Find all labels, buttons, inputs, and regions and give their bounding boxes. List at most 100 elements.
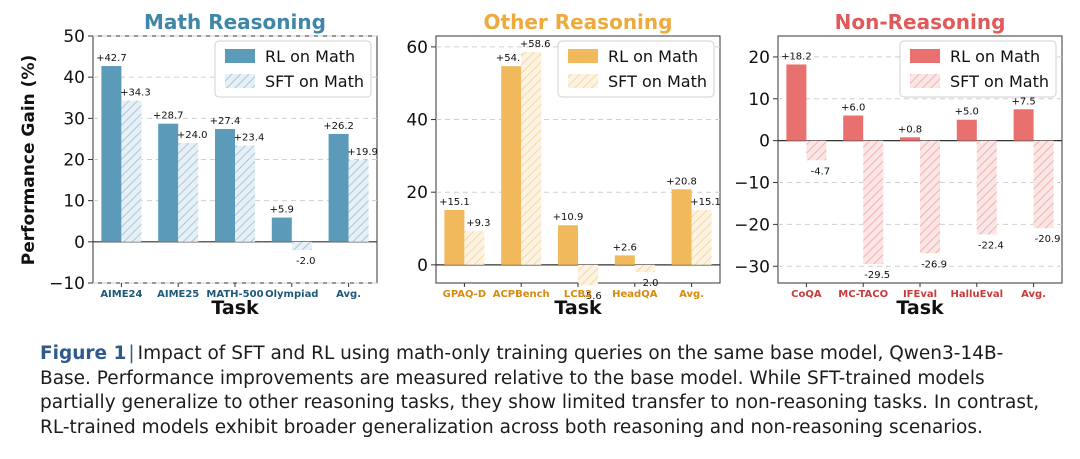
data-label-sft: -29.5 [864, 270, 890, 281]
x-axis-label: Task [554, 297, 602, 319]
data-label-sft: -22.4 [978, 240, 1004, 251]
x-tick-label: MATH-500 [206, 289, 263, 300]
caption-label: Figure 1 [40, 343, 127, 364]
chart-title: Other Reasoning [484, 10, 673, 34]
chart-panel-1: −10 0 10 20 30 40 50 Math Reasoning +42.7 +34.3 AI… [49, 10, 378, 319]
y-tick-label: 20 [406, 183, 428, 203]
data-label-rl: +6.0 [841, 103, 865, 114]
figure-charts: Performance Gain (%) −10 0 10 20 30 40 50 Math … [19, 10, 1063, 319]
y-axis-label: Performance Gain (%) [19, 55, 39, 266]
legend: RL on Math SFT on Math [899, 40, 1057, 98]
data-label-sft: +9.3 [466, 218, 490, 229]
bar-rl-AIME24 [101, 66, 122, 242]
bar-sft-GPAQ-D [464, 231, 485, 265]
bar-rl-GPAQ-D [444, 209, 465, 265]
chart-panel-3: −30 −20 −10 0 10 20 Non-Reasoning +18.2 -4.7 CoQA… [734, 10, 1063, 319]
data-label-sft: +15.1 [690, 197, 721, 208]
bar-rl-IFEval [900, 137, 920, 141]
legend-swatch-rl [910, 49, 940, 63]
bar-sft-CoQA [806, 140, 827, 161]
data-label-rl: +10.9 [553, 212, 584, 223]
bar-rl-AIME25 [158, 123, 179, 242]
x-axis-label: Task [211, 297, 259, 319]
y-tick-label: −10 [734, 174, 770, 194]
bar-rl-ACPBench [501, 66, 522, 265]
bar-sft-Avg. [1033, 140, 1054, 229]
x-tick-label: AIME25 [157, 289, 199, 300]
data-label-sft: -5.6 [582, 291, 602, 302]
x-tick-label: Olympiad [265, 289, 318, 300]
legend-swatch-rl [568, 49, 598, 63]
data-label-rl: +18.2 [781, 51, 812, 62]
bar-rl-LCB2 [558, 225, 578, 265]
x-tick-label: HalluEval [950, 289, 1003, 300]
chart-title: Non-Reasoning [835, 10, 1006, 34]
data-label-rl: +54.7 [496, 53, 527, 64]
y-tick-label: 0 [74, 233, 85, 253]
y-tick-label: 20 [63, 151, 85, 171]
y-tick-label: 10 [748, 90, 770, 110]
x-tick-label: LCB2 [564, 289, 592, 300]
bar-rl-CoQA [786, 64, 807, 141]
legend-swatch-sft [568, 74, 598, 88]
x-tick-label: Avg. [1021, 289, 1046, 300]
y-tick-label: 0 [759, 132, 770, 152]
x-tick-label: Avg. [336, 289, 361, 300]
bar-rl-HeadQA [614, 255, 635, 265]
data-label-sft: -26.9 [921, 259, 947, 270]
y-tick-label: 0 [417, 256, 428, 276]
bar-sft-HeadQA [634, 264, 655, 273]
legend-label-rl: RL on Math [950, 47, 1040, 66]
data-label-rl: +26.2 [323, 121, 354, 132]
data-label-sft: -4.7 [811, 166, 831, 177]
bar-rl-MATH-500 [215, 129, 235, 242]
data-label-rl: +7.5 [1011, 96, 1035, 107]
figure-caption: Figure 1 | Impact of SFT and RL using math… [40, 342, 1050, 440]
bar-sft-Avg. [691, 209, 712, 265]
caption-separator: | [128, 343, 135, 364]
x-tick-label: CoQA [791, 289, 822, 300]
legend-label-sft: SFT on Math [950, 72, 1049, 91]
bar-rl-Avg. [671, 189, 692, 265]
bar-rl-MC-TACO [843, 115, 864, 141]
y-tick-label: 10 [63, 192, 85, 212]
bar-rl-Olympiad [271, 217, 292, 242]
x-tick-label: MC-TACO [838, 289, 888, 300]
legend-label-sft: SFT on Math [608, 72, 707, 91]
y-tick-label: 60 [406, 38, 428, 58]
legend-label-sft: SFT on Math [265, 72, 364, 91]
bar-sft-HalluEval [976, 140, 997, 235]
legend-swatch-rl [225, 49, 255, 63]
data-label-rl: +2.6 [613, 242, 637, 253]
y-tick-label: 50 [63, 27, 85, 47]
chart-panel-2: 0 20 40 60 Other Reasoning +15.1 +9.3 GPAQ-D +54… [406, 10, 721, 319]
data-label-sft: -20.9 [1035, 234, 1061, 245]
bar-rl-Avg. [1013, 109, 1034, 141]
bar-sft-Avg. [348, 159, 369, 242]
y-tick-label: 40 [63, 68, 85, 88]
y-tick-label: 40 [406, 111, 428, 131]
x-tick-label: Avg. [679, 289, 704, 300]
bar-sft-AIME24 [121, 100, 142, 242]
x-tick-label: ACPBench [493, 289, 550, 300]
data-label-rl: +0.8 [898, 124, 922, 135]
data-label-rl: +27.4 [210, 116, 241, 127]
legend: RL on Math SFT on Math [214, 40, 372, 98]
bar-sft-IFEval [920, 140, 940, 254]
data-label-sft: +19.9 [347, 147, 378, 158]
legend-swatch-sft [225, 74, 255, 88]
x-axis-label: Task [896, 297, 944, 319]
data-label-sft: -2.0 [639, 278, 659, 289]
legend: RL on Math SFT on Math [557, 40, 715, 98]
data-label-sft: -2.0 [296, 256, 316, 267]
bar-sft-MC-TACO [863, 140, 884, 265]
data-label-sft: +34.3 [120, 88, 151, 99]
legend-swatch-sft [910, 74, 940, 88]
data-label-rl: +28.7 [153, 111, 184, 122]
x-tick-label: AIME24 [100, 289, 142, 300]
bar-sft-AIME25 [178, 143, 199, 242]
data-label-rl: +5.0 [955, 107, 979, 118]
data-label-sft: +23.4 [234, 133, 265, 144]
y-tick-label: −30 [734, 257, 770, 277]
data-label-sft: +24.0 [177, 130, 208, 141]
